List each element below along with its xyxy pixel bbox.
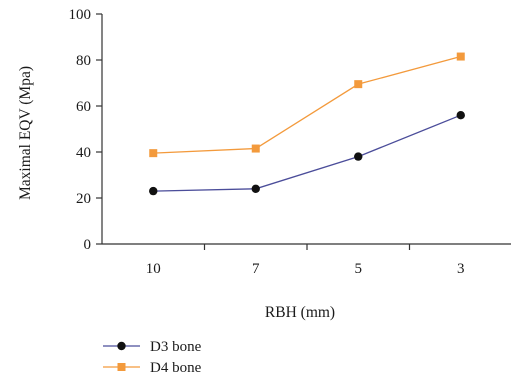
data-point-d3-bone xyxy=(251,184,260,193)
legend-label: D3 bone xyxy=(150,339,202,355)
y-tick-label: 0 xyxy=(84,237,92,253)
data-point-d3-bone xyxy=(149,186,158,196)
legend-marker xyxy=(117,341,126,351)
x-tick-label: 10 xyxy=(146,261,161,277)
data-point-d4-bone xyxy=(149,149,158,158)
data-point-d3-bone xyxy=(456,111,465,120)
y-axis-title: Maximal EQV (Mpa) xyxy=(17,66,34,200)
y-tick-label: 20 xyxy=(76,191,91,207)
legend-item-d3-bone: D3 bone xyxy=(103,339,202,355)
series-d4-bone xyxy=(149,52,465,158)
y-tick-label: 80 xyxy=(76,53,91,69)
legend-marker xyxy=(117,363,126,371)
series-d3-bone xyxy=(149,111,465,196)
legend: D3 bone D4 bone xyxy=(103,339,202,376)
y-tick-label: 100 xyxy=(69,7,92,23)
series-line-d4-bone xyxy=(153,55,461,154)
x-tick-label: 3 xyxy=(457,261,465,277)
x-tick-label: 7 xyxy=(252,261,260,277)
y-tick-label: 60 xyxy=(76,99,91,115)
data-point-d4-bone xyxy=(354,80,363,89)
data-point-d4-bone xyxy=(456,52,465,61)
data-point-d4-bone xyxy=(251,144,260,153)
y-axis: 0 20 40 60 80 100 xyxy=(69,7,103,253)
series-line-d3-bone xyxy=(153,114,461,192)
series-layer xyxy=(149,52,465,196)
data-point-d3-bone xyxy=(354,152,363,161)
legend-item-d4-bone: D4 bone xyxy=(103,360,202,376)
x-tick-label: 5 xyxy=(355,261,363,277)
x-axis: 10 7 5 3 xyxy=(102,243,511,277)
x-axis-title: RBH (mm) xyxy=(265,304,335,321)
legend-label: D4 bone xyxy=(150,360,202,376)
y-tick-label: 40 xyxy=(76,145,91,161)
